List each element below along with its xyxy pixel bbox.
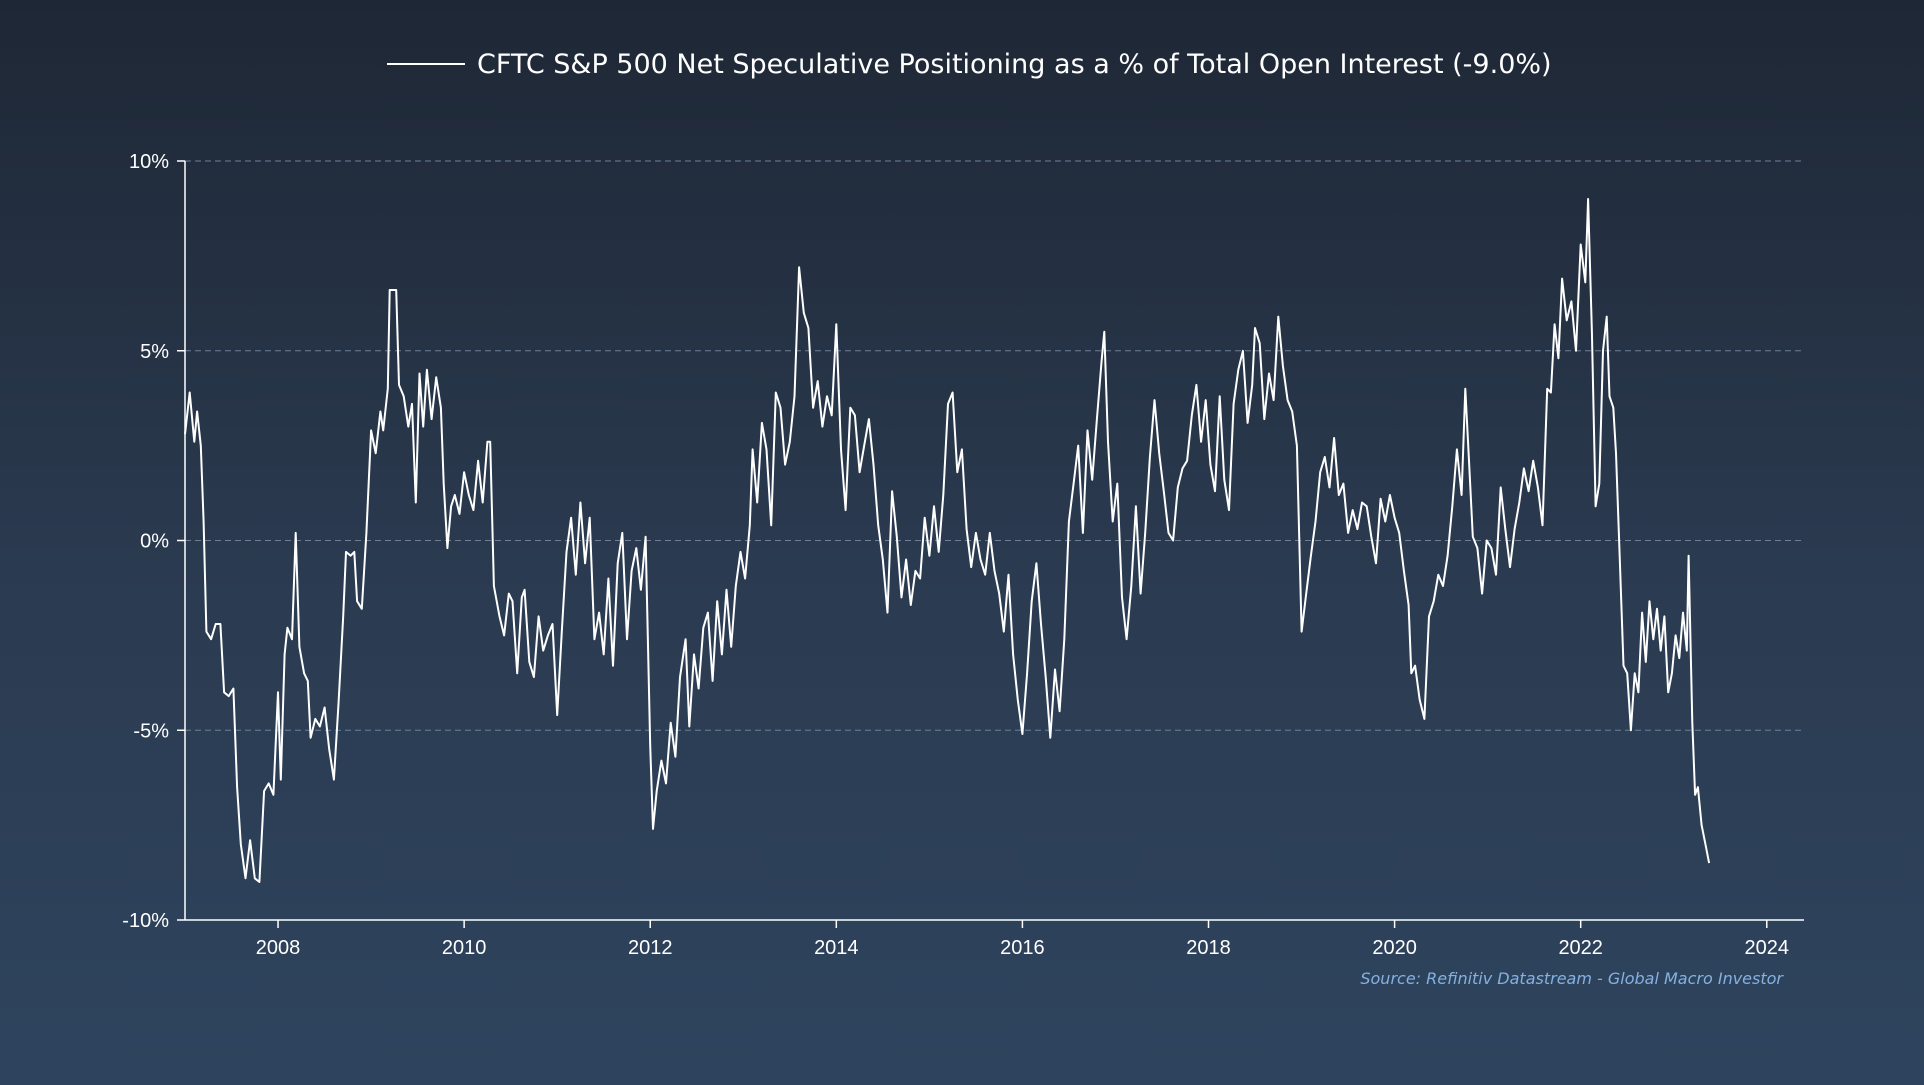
- x-tick-label: 2018: [1186, 937, 1231, 959]
- y-tick-label: 0%: [140, 531, 169, 553]
- series-line: [184, 198, 1711, 883]
- y-tick-label: -10%: [122, 910, 169, 932]
- legend: CFTC S&P 500 Net Speculative Positioning…: [387, 49, 1552, 80]
- gridlines: [185, 160, 1804, 731]
- y-tick-label: 10%: [129, 151, 169, 173]
- legend-label: CFTC S&P 500 Net Speculative Positioning…: [477, 49, 1552, 80]
- x-tick-label: 2014: [814, 937, 859, 959]
- y-tick-label: -5%: [133, 720, 169, 742]
- x-tick-label: 2024: [1745, 937, 1790, 959]
- x-tick-label: 2010: [442, 937, 487, 959]
- x-tick-label: 2020: [1372, 937, 1417, 959]
- x-tick-label: 2022: [1558, 937, 1603, 959]
- y-tick-label: 5%: [140, 341, 169, 363]
- x-tick-label: 2012: [628, 937, 673, 959]
- y-axis-ticks: 10% 5% 0% -5% -10%: [122, 151, 185, 932]
- source-note: Source: Refinitiv Datastream - Global Ma…: [1360, 969, 1784, 988]
- x-tick-label: 2008: [256, 937, 301, 959]
- x-axis-ticks: 2008 2010 2012 2014 2016 2018 2020 2022 2024: [256, 920, 1789, 959]
- x-tick-label: 2016: [1000, 937, 1045, 959]
